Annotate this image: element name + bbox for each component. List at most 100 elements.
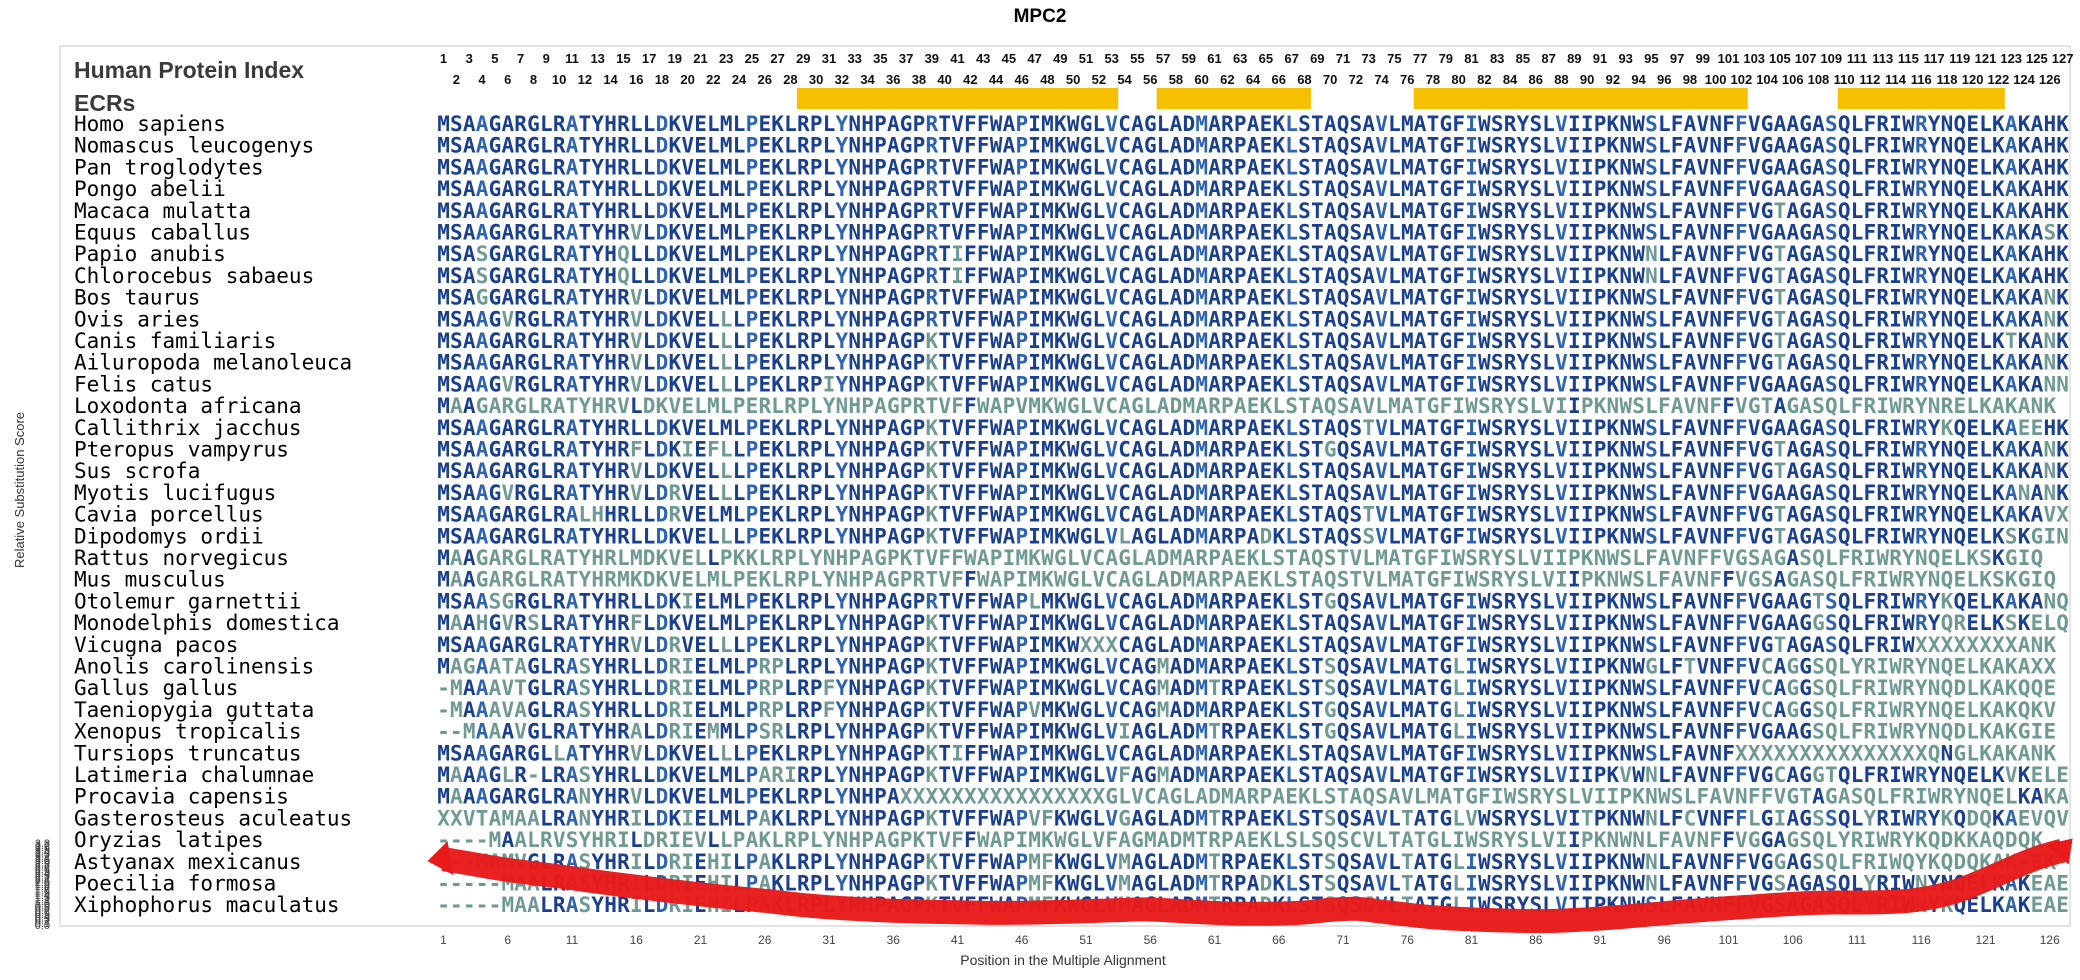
residue: P [1015,633,1028,657]
residue: L [823,872,836,896]
residue: L [1851,329,1864,353]
species-label: Latimeria chalumnae [74,763,314,787]
residue: L [540,503,553,527]
residue: W [1478,589,1491,613]
residue: A [566,242,579,266]
residue: I [1465,199,1478,223]
residue: L [1966,720,1979,744]
residue: L [1851,177,1864,201]
x-tick-label: 1 [440,933,447,947]
residue: F [1864,351,1877,375]
residue: N [1941,481,1954,505]
plot-frame [59,45,2071,927]
residue: L [1825,546,1838,570]
residue: S [1671,785,1684,809]
index-number-even: 118 [1936,72,1957,87]
residue: D [1954,720,1967,744]
residue: P [1594,459,1607,483]
residue: I [1568,698,1581,722]
residue: N [1619,741,1632,765]
residue: Q [1838,242,1851,266]
residue: F [1864,503,1877,527]
residue: W [1902,351,1915,375]
residue: F [964,589,977,613]
residue: W [1067,307,1080,331]
residue: R [797,307,810,331]
residue: S [1825,286,1838,310]
residue: A [1208,242,1221,266]
residue: P [1594,676,1607,700]
residue: K [1992,611,2005,635]
residue: S [1645,221,1658,245]
residue: Q [1954,524,1967,548]
residue: E [1260,741,1273,765]
residue: R [514,242,527,266]
residue: L [1414,785,1427,809]
residue: F [1671,676,1684,700]
residue: F [964,351,977,375]
residue: T [1774,307,1787,331]
residue: V [1375,655,1388,679]
residue: D [1941,828,1954,852]
residue: Q [2056,589,2069,613]
residue: V [1375,676,1388,700]
residue: V [1748,199,1761,223]
species-label: Poecilia formosa [74,872,276,896]
residue: T [1311,372,1324,396]
residue: R [514,481,527,505]
residue: N [1619,655,1632,679]
residue: L [643,372,656,396]
residue: L [784,872,797,896]
residue: E [694,611,707,635]
residue: Y [1517,872,1530,896]
residue: A [1414,351,1427,375]
residue: F [1722,416,1735,440]
residue: R [1915,438,1928,462]
residue: P [746,589,759,613]
residue: F [964,155,977,179]
residue: A [1414,850,1427,874]
residue: V [1697,286,1710,310]
residue: N [848,155,861,179]
index-number-even: 26 [758,72,772,87]
residue: A [1247,199,1260,223]
residue: P [913,459,926,483]
residue: F [977,611,990,635]
residue: E [1260,720,1273,744]
residue: K [771,438,784,462]
residue: T [1401,546,1414,570]
residue: R [797,611,810,635]
residue: G [1144,741,1157,765]
residue: A [1684,307,1697,331]
residue: G [2031,524,2044,548]
residue: I [1465,589,1478,613]
residue: L [823,481,836,505]
residue: A [1170,481,1183,505]
residue: M [1041,438,1054,462]
residue: F [1440,568,1453,592]
residue: A [1324,242,1337,266]
residue: E [1966,134,1979,158]
residue: S [1645,633,1658,657]
residue: H [604,134,617,158]
residue: V [1748,589,1761,613]
residue: F [1722,307,1735,331]
residue: G [900,503,913,527]
residue: S [1825,177,1838,201]
residue: W [1619,394,1632,418]
residue: V [1697,221,1710,245]
alignment-row: MSAAGARGLRATYHRLLDKVELMLPEKLRPLYNHPAGPRT… [437,112,2069,136]
residue: M [1401,199,1414,223]
residue: R [797,112,810,136]
residue: V [1375,438,1388,462]
residue: I [951,264,964,288]
residue: T [1311,307,1324,331]
residue: L [733,806,746,830]
residue: R [1876,329,1889,353]
residue: K [1992,351,2005,375]
residue: F [1452,329,1465,353]
residue: K [1992,524,2005,548]
residue: T [1761,394,1774,418]
index-number-even: 76 [1400,72,1414,87]
residue: V [1555,438,1568,462]
